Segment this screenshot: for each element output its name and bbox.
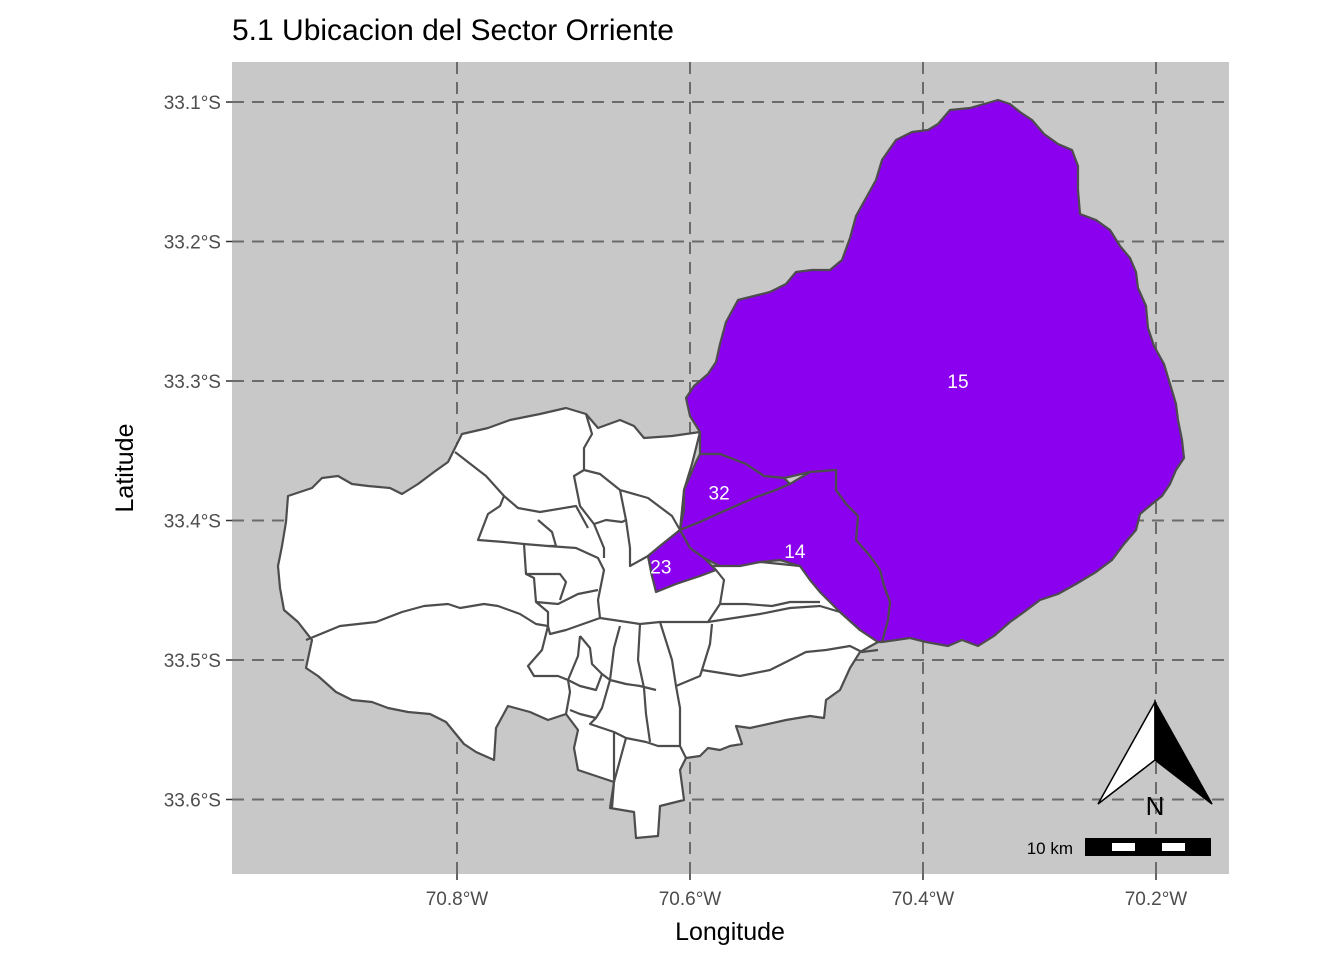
highlighted-communes [646,98,1186,648]
y-tick-label: 33.5°S [164,651,221,672]
y-tick-label: 33.4°S [164,512,221,533]
x-tick-label: 70.6°W [659,889,722,910]
y-tick-label: 33.2°S [164,233,221,254]
y-tick-label: 33.3°S [164,372,221,393]
region-label-15: 15 [947,372,968,393]
scale-bar-frame [1085,838,1211,856]
scale-bar-segment [1162,843,1185,851]
north-arrow: N [1097,699,1213,821]
scale-bar-segment [1112,843,1135,851]
region-label-14: 14 [784,542,806,563]
commune-boundary [526,572,568,601]
y-axis-title: Latitude [111,424,139,513]
commune-23-polygon [646,528,718,594]
x-tick-label: 70.8°W [426,889,489,910]
commune-boundary [537,519,558,548]
commune-boundary [305,602,601,642]
x-tick-label: 70.2°W [1125,889,1188,910]
commune-boundary [610,737,628,809]
commune-boundary [707,604,841,624]
x-tick-label: 70.4°W [892,889,955,910]
commune-boundary [675,669,704,688]
commune-boundaries [305,413,879,809]
commune-boundary [579,635,657,692]
commune-boundary [588,625,687,759]
axis-ticks: 70.8°W 70.6°W 70.4°W 70.2°W 33.1°S 33.2°S 33.3… [164,93,1188,910]
scale-bar: 10 km [1027,838,1211,858]
x-axis-title: Longitude [675,918,785,946]
commune-boundary [526,625,582,682]
north-arrow-right-half [1154,699,1213,805]
commune-boundary [636,623,652,743]
commune-boundary [700,623,879,678]
region-label-23: 23 [650,558,671,579]
commune-boundary [618,489,649,568]
commune-boundary [567,673,604,692]
commune-boundary [583,468,681,531]
y-tick-label: 33.1°S [164,93,221,114]
commune-boundary [593,518,627,526]
region-label-32: 32 [709,484,730,505]
commune-boundary [454,451,726,626]
commune-boundary [503,495,589,529]
commune-boundary [535,601,550,626]
y-tick-label: 33.6°S [164,791,221,812]
commune-boundary [569,708,597,720]
commune-polygon [276,406,880,840]
north-arrow-label: N [1146,791,1165,821]
commune-boundary [572,413,606,558]
base-communes [276,406,880,840]
scale-bar-label: 10 km [1027,839,1073,858]
map-title: 5.1 Ubicacion del Sector Orriente [232,14,674,47]
region-labels: 15 32 14 23 [650,372,968,579]
commune-boundary [720,600,820,608]
commune-boundary [564,679,572,715]
